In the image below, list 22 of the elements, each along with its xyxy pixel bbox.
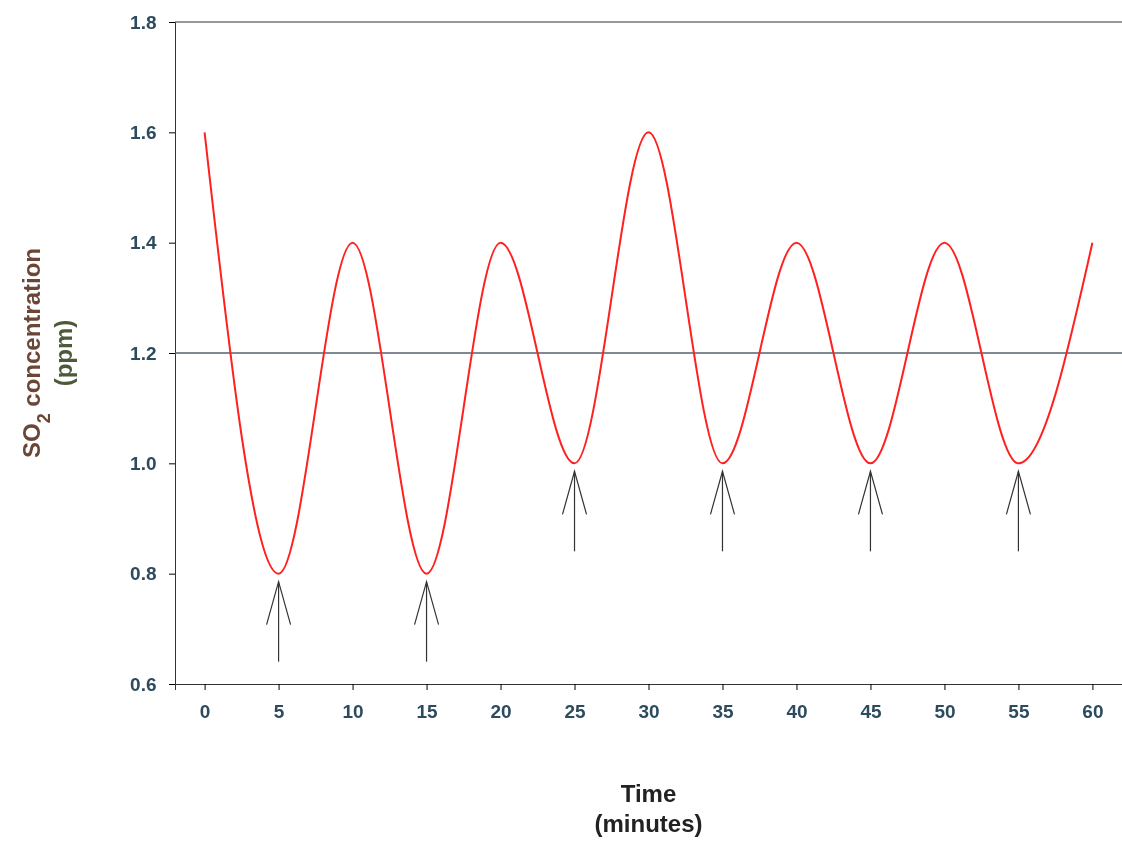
- x-tick-label: 45: [860, 700, 882, 722]
- y-tick-label: 0.8: [130, 563, 157, 585]
- x-tick-label: 0: [199, 700, 211, 722]
- x-axis-title: Time (minutes): [594, 780, 703, 837]
- x-tick-label: 25: [564, 700, 587, 722]
- x-tick-label: 30: [638, 700, 660, 722]
- x-tick-label: 55: [1008, 700, 1030, 722]
- x-tick-label: 15: [416, 700, 439, 722]
- y-tick-label: 0.6: [130, 673, 157, 695]
- y-tick-label: 1.6: [130, 121, 157, 143]
- x-tick-label: 20: [490, 700, 512, 722]
- y-tick-label: 1.0: [130, 452, 157, 474]
- y-tick-label: 1.2: [130, 342, 157, 364]
- y-tick-label: 1.8: [130, 11, 157, 33]
- x-tick-label: 40: [786, 700, 808, 722]
- x-tick-label: 10: [342, 700, 364, 722]
- y-tick-label: 1.4: [130, 232, 157, 254]
- line-series: [203, 131, 1094, 575]
- x-tick-label: 60: [1082, 700, 1104, 722]
- x-tick-label: 50: [934, 700, 956, 722]
- x-tick-label: 35: [712, 700, 734, 722]
- x-tick-label: 5: [273, 700, 285, 722]
